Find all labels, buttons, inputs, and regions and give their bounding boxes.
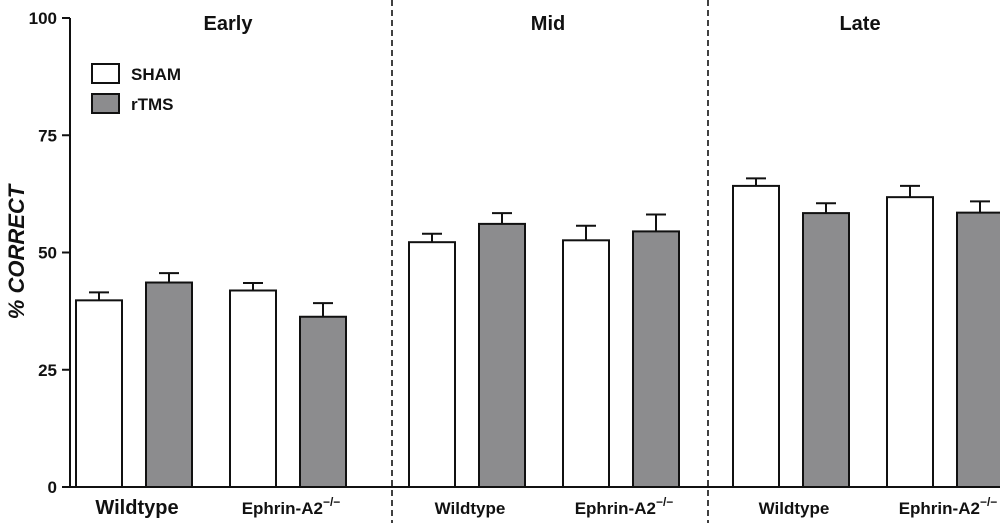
bar-rtms — [299, 315, 347, 488]
bar-sham — [732, 184, 780, 488]
legend-swatch-sham — [91, 63, 120, 84]
y-tick-label: 75 — [38, 126, 57, 145]
category-label: Wildtype — [759, 499, 830, 518]
bar-sham — [229, 289, 277, 489]
category-label: Wildtype — [95, 497, 178, 519]
bar-rtms — [478, 222, 526, 489]
phase-label: Early — [204, 13, 254, 35]
category-label-text: Ephrin-A2 — [575, 499, 656, 518]
category-label-superscript: −/− — [656, 495, 673, 509]
category-label: Ephrin-A2−/− — [899, 495, 998, 518]
category-label: Ephrin-A2−/− — [242, 495, 341, 518]
category-label-text: Ephrin-A2 — [899, 499, 980, 518]
legend-label: rTMS — [131, 95, 174, 114]
bar-rtms — [632, 230, 680, 488]
y-tick-label: 100 — [29, 9, 57, 28]
category-label: Wildtype — [435, 499, 506, 518]
y-axis-label: % CORRECT — [4, 183, 29, 319]
bar-sham — [408, 241, 456, 488]
y-tick-label: 25 — [38, 361, 57, 380]
category-label-text: Wildtype — [95, 497, 178, 519]
category-label-superscript: −/− — [323, 495, 340, 509]
y-tick-label: 0 — [48, 478, 57, 497]
bar-sham — [562, 239, 610, 488]
category-label-superscript: −/− — [980, 495, 997, 509]
phase-label: Mid — [531, 13, 565, 35]
phase-label: Late — [839, 13, 880, 35]
legend-swatch-rtms — [91, 93, 120, 114]
bar-rtms — [145, 281, 193, 488]
category-label: Ephrin-A2−/− — [575, 495, 674, 518]
category-label-text: Wildtype — [759, 499, 830, 518]
category-label-text: Ephrin-A2 — [242, 499, 323, 518]
y-tick-label: 50 — [38, 244, 57, 263]
bar-rtms — [956, 211, 1000, 488]
bar-sham — [886, 196, 934, 489]
category-label-text: Wildtype — [435, 499, 506, 518]
bar-rtms — [802, 212, 850, 488]
legend-label: SHAM — [131, 65, 181, 84]
bar-sham — [75, 299, 123, 489]
